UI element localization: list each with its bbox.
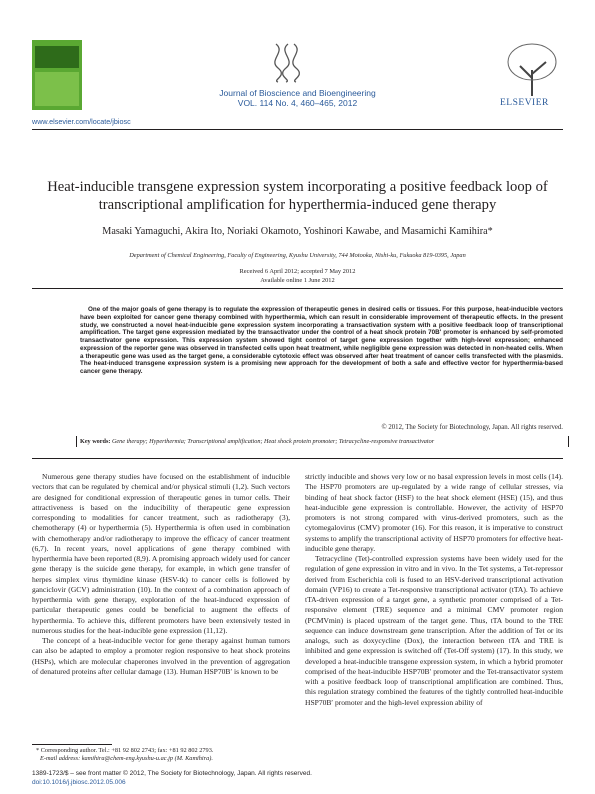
body-rule — [32, 458, 563, 459]
journal-cover — [32, 40, 82, 110]
article-title: Heat-inducible transgene expression syst… — [47, 179, 548, 213]
available-date: Available online 1 June 2012 — [260, 276, 335, 284]
affiliation: Department of Chemical Engineering, Facu… — [129, 252, 466, 259]
body-paragraph: Numerous gene therapy studies have focus… — [32, 472, 290, 635]
body-paragraph: strictly inducible and shows very low or… — [305, 472, 564, 553]
publisher-emblem — [274, 43, 301, 83]
journal-name: Journal of Bioscience and Bioengineering — [219, 88, 376, 98]
doi[interactable]: doi:10.1016/j.jbiosc.2012.05.006 — [32, 778, 126, 786]
header-rule — [32, 129, 563, 130]
abstract: One of the major goals of gene therapy i… — [80, 306, 563, 375]
body-paragraph: The concept of a heat-inducible vector f… — [32, 636, 290, 676]
corresponding-author: * Corresponding author. Tel.: +81 92 802… — [36, 747, 214, 754]
issn: 1389-1723/$ – see front matter © 2012, T… — [32, 770, 312, 777]
received-date: Received 6 April 2012; accepted 7 May 20… — [239, 268, 356, 275]
abstract-rule — [32, 288, 563, 289]
footnote-rule — [32, 744, 112, 745]
journal-volume: VOL. 114 No. 4, 460–465, 2012 — [237, 98, 358, 108]
elsevier-tree — [502, 40, 562, 98]
journal-url[interactable]: www.elsevier.com/locate/jbiosc — [32, 117, 131, 126]
keywords-label: Key words: — [80, 438, 111, 445]
authors: Masaki Yamaguchi, Akira Ito, Noriaki Oka… — [102, 226, 493, 237]
keywords: Gene therapy; Hyperthermia; Transcriptio… — [111, 438, 435, 445]
publisher: ELSEVIER — [500, 98, 549, 108]
email: E-mail address: kamihira@chem-eng.kyushu… — [40, 755, 213, 762]
copyright: © 2012, The Society for Biotechnology, J… — [381, 424, 563, 431]
body-paragraph: Tetracycline (Tet)-controlled expression… — [305, 554, 563, 707]
